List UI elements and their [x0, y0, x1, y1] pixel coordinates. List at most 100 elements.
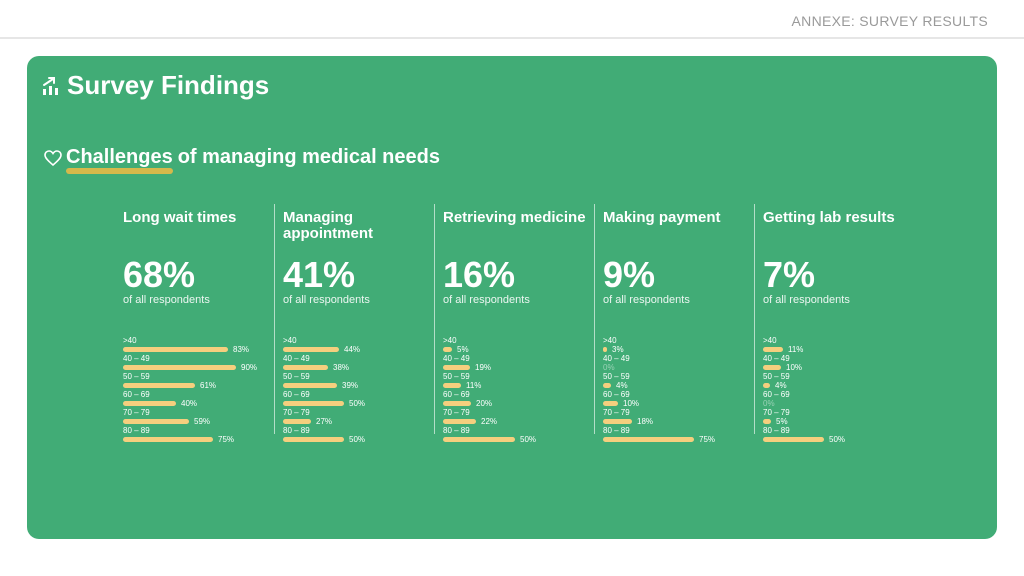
age-label: 40 – 49 — [603, 354, 630, 363]
bar — [603, 346, 607, 352]
age-bar-chart: >40 3% 40 – 49 0% 50 – 59 4% 60 – 69 10% 70 – 79… — [603, 336, 754, 444]
bar-value: 44% — [344, 344, 361, 354]
bar — [283, 400, 344, 406]
age-label: 50 – 59 — [283, 372, 310, 381]
bar — [123, 364, 236, 370]
age-label: 60 – 69 — [603, 390, 630, 399]
age-bar-row: >40 5% — [443, 336, 594, 354]
age-bar-chart: >40 83% 40 – 49 90% 50 – 59 61% 60 – 69 40% 70 –… — [123, 336, 274, 444]
challenge-columns: Long wait times 68% of all respondents >40 8… — [115, 204, 914, 444]
age-bar-row: 80 – 89 50% — [443, 426, 594, 444]
age-bar-row: 50 – 59 4% — [763, 372, 914, 390]
bar — [123, 346, 228, 352]
age-bar-row: 60 – 69 10% — [603, 390, 754, 408]
bar — [443, 436, 515, 442]
age-bar-row: 80 – 89 75% — [603, 426, 754, 444]
age-label: 60 – 69 — [123, 390, 150, 399]
bar — [603, 436, 694, 442]
bar-value: 3% — [612, 344, 624, 354]
bar — [283, 418, 311, 424]
bar-value: 50% — [349, 434, 366, 444]
age-label: 50 – 59 — [123, 372, 150, 381]
age-bar-row: 70 – 79 59% — [123, 408, 274, 426]
survey-findings-card: Survey Findings Challenges of managing m… — [27, 56, 997, 539]
chart-subtitle: Challenges of managing medical needs — [43, 146, 440, 174]
bar — [283, 346, 339, 352]
bar — [283, 364, 328, 370]
age-bar-chart: >40 5% 40 – 49 19% 50 – 59 11% 60 – 69 20% 70 – … — [443, 336, 594, 444]
age-label: >40 — [443, 336, 457, 345]
bar-value: 22% — [481, 416, 498, 426]
chart-growth-icon — [43, 76, 58, 95]
subtitle-rest: of managing medical needs — [177, 146, 440, 168]
age-bar-row: 70 – 79 27% — [283, 408, 434, 426]
overall-percentage: 9% — [603, 254, 656, 295]
age-bar-row: 40 – 49 10% — [763, 354, 914, 372]
bar — [123, 400, 176, 406]
age-label: 40 – 49 — [443, 354, 470, 363]
age-label: 80 – 89 — [603, 426, 630, 435]
bar — [443, 346, 452, 352]
bar — [123, 418, 189, 424]
age-bar-row: >40 3% — [603, 336, 754, 354]
challenge-column: Making payment 9% of all respondents >40 3% 4… — [594, 204, 754, 444]
bar-value: 61% — [200, 380, 217, 390]
bar — [123, 382, 195, 388]
heart-icon — [44, 149, 62, 166]
age-label: 70 – 79 — [283, 408, 310, 417]
age-label: 50 – 59 — [603, 372, 630, 381]
age-label: 80 – 89 — [123, 426, 150, 435]
challenge-column: Long wait times 68% of all respondents >40 8… — [115, 204, 274, 444]
age-bar-row: 80 – 89 50% — [283, 426, 434, 444]
age-bar-row: 60 – 69 40% — [123, 390, 274, 408]
age-bar-row: 50 – 59 61% — [123, 372, 274, 390]
age-label: 80 – 89 — [283, 426, 310, 435]
bar-value: 10% — [786, 362, 803, 372]
age-bar-row: 50 – 59 4% — [603, 372, 754, 390]
bar-value: 39% — [342, 380, 359, 390]
age-label: 70 – 79 — [123, 408, 150, 417]
bar — [443, 400, 471, 406]
bar-value: 90% — [241, 362, 258, 372]
bar — [603, 418, 632, 424]
age-label: 50 – 59 — [443, 372, 470, 381]
caption: of all respondents — [603, 294, 690, 306]
overall-percentage: 16% — [443, 254, 516, 295]
bar-value: 75% — [218, 434, 235, 444]
caption: of all respondents — [123, 294, 210, 306]
caption: of all respondents — [443, 294, 530, 306]
bar — [283, 382, 337, 388]
overall-percentage: 68% — [123, 254, 196, 295]
bar — [603, 382, 611, 388]
age-bar-row: 40 – 49 90% — [123, 354, 274, 372]
overall-percentage: 41% — [283, 254, 356, 295]
bar-value: 50% — [349, 398, 366, 408]
section-label: ANNEXE: SURVEY RESULTS — [791, 13, 988, 29]
bar-value: 5% — [457, 344, 469, 354]
age-bar-row: 60 – 69 50% — [283, 390, 434, 408]
age-label: >40 — [603, 336, 617, 345]
column-title: Managing appointment — [283, 209, 373, 242]
bar-value: 11% — [788, 344, 804, 354]
challenge-column: Managing appointment 41% of all respondent… — [274, 204, 434, 444]
age-label: 40 – 49 — [123, 354, 150, 363]
bar-value: 75% — [699, 434, 716, 444]
age-bar-row: 70 – 79 22% — [443, 408, 594, 426]
bar-value: 50% — [520, 434, 537, 444]
age-bar-row: >40 44% — [283, 336, 434, 354]
age-bar-row: 80 – 89 75% — [123, 426, 274, 444]
age-bar-chart: >40 11% 40 – 49 10% 50 – 59 4% 60 – 69 0% 70 – 7… — [763, 336, 914, 444]
column-title: Getting lab results — [763, 209, 895, 226]
age-label: >40 — [763, 336, 777, 345]
age-bar-row: 60 – 69 20% — [443, 390, 594, 408]
bar-value: 27% — [316, 416, 333, 426]
bar-value: 4% — [616, 380, 628, 390]
bar — [763, 436, 824, 442]
age-bar-row: 40 – 49 19% — [443, 354, 594, 372]
bar — [763, 418, 771, 424]
subtitle-highlight: Challenges — [66, 146, 173, 174]
bar-value: 20% — [476, 398, 493, 408]
card-title: Survey Findings — [41, 70, 269, 101]
bar-value: 0% — [763, 398, 775, 408]
age-label: 70 – 79 — [443, 408, 470, 417]
